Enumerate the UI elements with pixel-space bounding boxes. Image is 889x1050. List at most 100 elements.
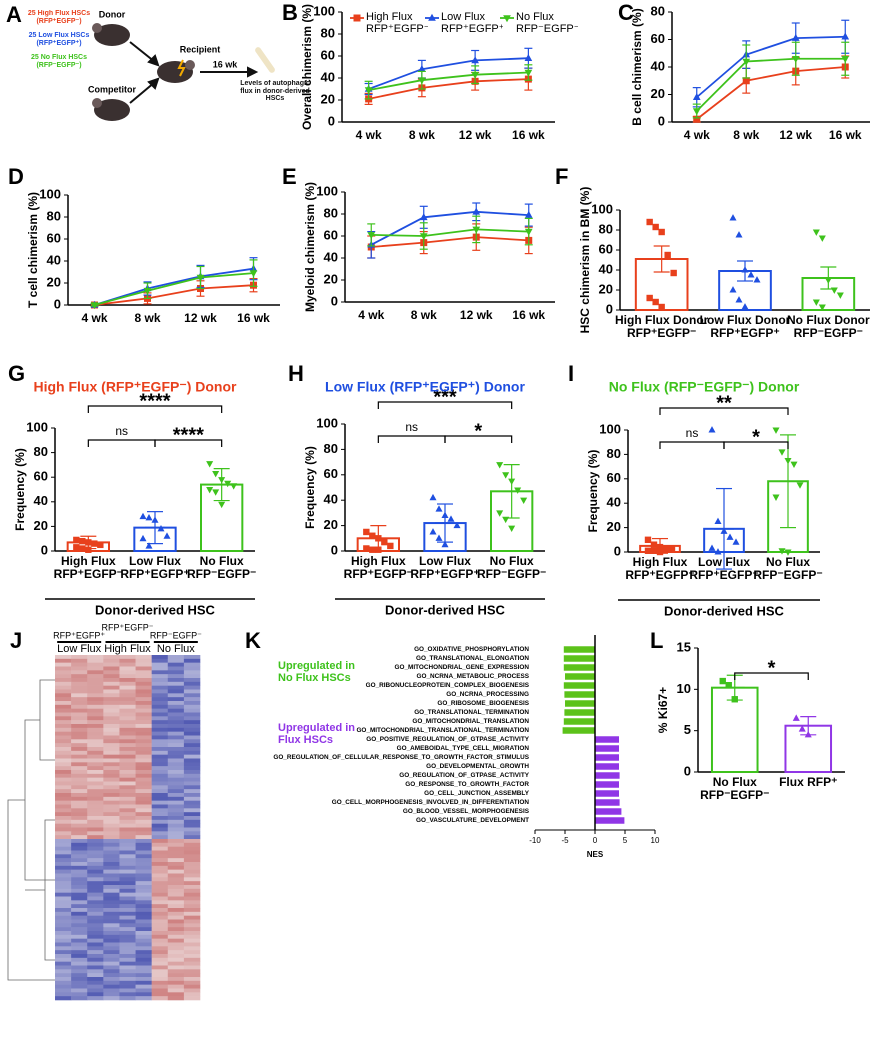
y-tick-label: 20	[599, 281, 613, 296]
heatmap-cell	[167, 727, 185, 732]
heatmap-cell	[183, 743, 201, 748]
x-tick-label: No Flux RFP⁻EGFP⁻	[753, 556, 823, 583]
heatmap-cell	[87, 973, 104, 978]
y-tick-label: 0	[41, 542, 48, 557]
marker	[249, 270, 258, 278]
heatmap-cell	[71, 777, 88, 782]
heatmap-cell	[135, 931, 152, 936]
y-tick-label: 60	[321, 47, 335, 62]
heatmap-cell	[183, 904, 201, 909]
heatmap-cell	[103, 662, 120, 667]
heatmap-cell	[151, 869, 169, 874]
heatmap-cell	[167, 915, 185, 920]
heatmap-cell	[119, 877, 136, 882]
heatmap-cell	[71, 911, 88, 916]
heatmap-cell	[167, 655, 185, 660]
heatmap-cell	[151, 674, 169, 679]
heatmap-cell	[119, 708, 136, 713]
heatmap-cell	[55, 915, 72, 920]
heatmap-cell	[135, 720, 152, 725]
heatmap-cell	[183, 812, 201, 817]
heatmap-cell	[135, 881, 152, 886]
heatmap-cell	[87, 846, 104, 851]
heatmap-cell	[167, 720, 185, 725]
y-tick-label: 60	[651, 31, 665, 46]
category-label: GO_OXIDATIVE_PHOSPHORYLATION	[414, 646, 529, 653]
marker	[471, 56, 479, 64]
heatmap-cell	[55, 708, 72, 713]
heatmap-cell	[71, 727, 88, 732]
bar	[564, 709, 595, 716]
heatmap-cell	[87, 865, 104, 870]
y-tick-label: 20	[34, 518, 48, 533]
heatmap-cell	[103, 693, 120, 698]
heatmap-cell	[183, 704, 201, 709]
heatmap-cell	[103, 812, 120, 817]
heatmap-cell	[55, 996, 72, 1001]
heatmap-cell	[71, 904, 88, 909]
heatmap-cell	[87, 908, 104, 913]
heatmap-cell	[55, 808, 72, 813]
heatmap-cell	[55, 658, 72, 663]
heatmap-cell	[135, 977, 152, 982]
heatmap-cell	[151, 919, 169, 924]
x-tick-label-box: No Flux RFP⁻EGFP⁻	[700, 776, 769, 802]
heatmap-cell	[183, 658, 201, 663]
series-line	[370, 210, 529, 246]
heatmap-cell	[119, 655, 136, 660]
heatmap-cell	[167, 750, 185, 755]
marker	[418, 77, 426, 85]
marker	[725, 682, 732, 689]
heatmap-cell	[71, 992, 88, 997]
heatmap-cell	[55, 735, 72, 740]
heatmap-cell	[183, 666, 201, 671]
heatmap-cell	[167, 777, 185, 782]
heatmap-cell	[151, 712, 169, 717]
marker	[796, 482, 804, 489]
heatmap-cell	[55, 681, 72, 686]
panel-letter: I	[568, 361, 574, 386]
significance-label: *	[752, 426, 760, 448]
heatmap-cell	[87, 938, 104, 943]
donor-group: 25 Low Flux HSCs (RFP⁺EGFP⁺)	[28, 32, 90, 47]
marker	[375, 546, 382, 553]
heatmap-cell	[183, 747, 201, 752]
bar	[563, 646, 595, 653]
heatmap-cell	[103, 934, 120, 939]
heatmap-cell	[167, 681, 185, 686]
heatmap-cell	[71, 704, 88, 709]
heatmap-cell	[119, 689, 136, 694]
heatmap-cell	[135, 957, 152, 962]
y-tick-label: 20	[321, 91, 335, 106]
y-tick-label: 80	[34, 444, 48, 459]
marker	[73, 536, 80, 544]
heatmap-cell	[55, 754, 72, 759]
heatmap-cell	[183, 919, 201, 924]
donor-group-box: 25 No Flux HSCs (RFP⁻EGFP⁻)	[31, 54, 87, 69]
x-tick-label: 16 wk	[237, 311, 270, 325]
heatmap-cell	[151, 758, 169, 763]
heatmap-cell	[183, 762, 201, 767]
heatmap-cell	[119, 793, 136, 798]
heatmap-cell	[135, 789, 152, 794]
heatmap-cell	[55, 969, 72, 974]
marker	[656, 548, 664, 556]
heatmap-cell	[103, 727, 120, 732]
heatmap-cell	[55, 727, 72, 732]
y-tick-label: 40	[607, 495, 621, 510]
heatmap-cell	[183, 911, 201, 916]
y-tick-label: 20	[607, 519, 621, 534]
heatmap-cell	[55, 984, 72, 989]
heatmap-cell	[71, 789, 88, 794]
marker	[419, 213, 428, 221]
heatmap-cell	[151, 823, 169, 828]
heatmap-cell	[55, 674, 72, 679]
heatmap-cell	[183, 877, 201, 882]
marker	[719, 677, 726, 685]
heatmap-cell	[183, 708, 201, 713]
heatmap-cell	[71, 762, 88, 767]
heatmap-cell	[87, 800, 104, 805]
heatmap-cell	[55, 954, 72, 959]
heatmap-cell	[135, 827, 152, 832]
heatmap-cell	[183, 896, 201, 901]
